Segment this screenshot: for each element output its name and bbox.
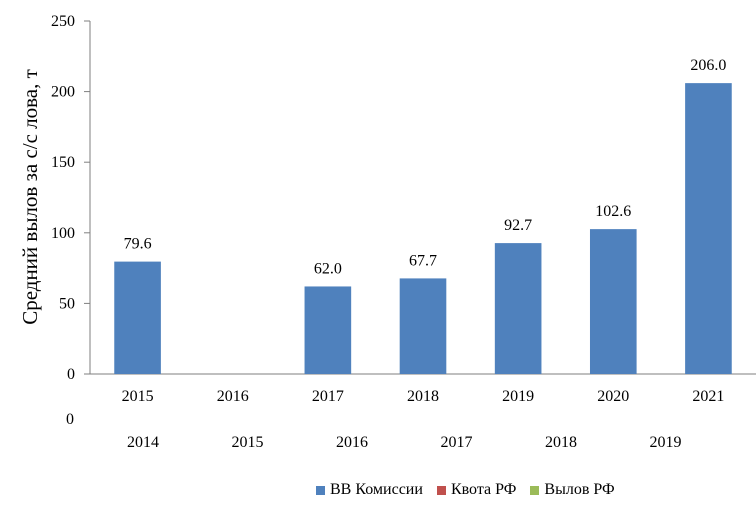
data-label: 62.0 [314,260,342,277]
legend-item-vv-komissii: ВВ Комиссии [316,481,423,499]
legend-label-vylov-rf: Вылов РФ [544,481,615,498]
x-tick-label: 2016 [217,388,249,405]
bars [114,83,732,375]
legend-item-kvota-rf: Квота РФ [436,481,517,499]
legend: ВВ Комиссии Квота РФ Вылов РФ [316,481,629,499]
bar [685,83,732,375]
x-axis: 2015 2016 2017 2018 2019 2020 2021 [90,373,756,405]
x-tick-label: 2021 [692,388,724,405]
x-tick-label: 2020 [597,388,629,405]
legend-swatch-vv-komissii [316,485,325,495]
data-label: 92.7 [504,217,532,234]
secondary-x-tick-label: 2015 [232,434,264,451]
data-label: 79.6 [124,236,152,253]
secondary-x-tick-label: 2017 [441,434,473,451]
secondary-axis-fragment: 0 [66,411,74,428]
legend-item-vylov-rf: Вылов РФ [530,481,615,499]
y-tick-label: 50 [59,295,75,312]
bar [304,286,352,374]
secondary-x-tick-label: 2016 [336,434,368,451]
legend-swatch-vylov-rf [530,485,540,495]
data-label: 67.7 [409,252,437,269]
secondary-x-axis: 2014 2015 2016 2017 2018 2019 [127,434,682,451]
y-axis-title: Средний вылов за с/с лова, т [18,69,42,325]
x-tick-label: 2019 [502,388,534,405]
bar [399,278,447,374]
data-labels: 79.6 62.0 67.7 92.7 102.6 206.0 [124,57,727,277]
y-axis: 0 50 100 150 200 250 [51,13,91,383]
bar [114,261,161,374]
legend-swatch-kvota-rf [436,485,446,495]
x-tick-label: 2018 [407,388,439,405]
legend-label-kvota-rf: Квота РФ [450,481,517,498]
data-label: 206.0 [690,57,726,74]
secondary-x-tick-label: 2014 [127,434,159,451]
y-tick-label: 200 [51,84,75,101]
x-tick-label: 2017 [312,388,344,405]
y-tick-label: 0 [67,366,75,383]
y-tick-label: 250 [51,13,75,30]
legend-label-vv-komissii: ВВ Комиссии [330,481,423,498]
bar [589,229,637,374]
secondary-x-tick-label: 2018 [545,434,577,451]
y-tick-label: 100 [51,225,75,242]
bar [494,243,542,374]
y-tick-label: 150 [51,154,75,171]
x-tick-label: 2015 [122,388,154,405]
secondary-x-tick-label: 2019 [650,434,682,451]
data-label: 102.6 [595,203,631,220]
